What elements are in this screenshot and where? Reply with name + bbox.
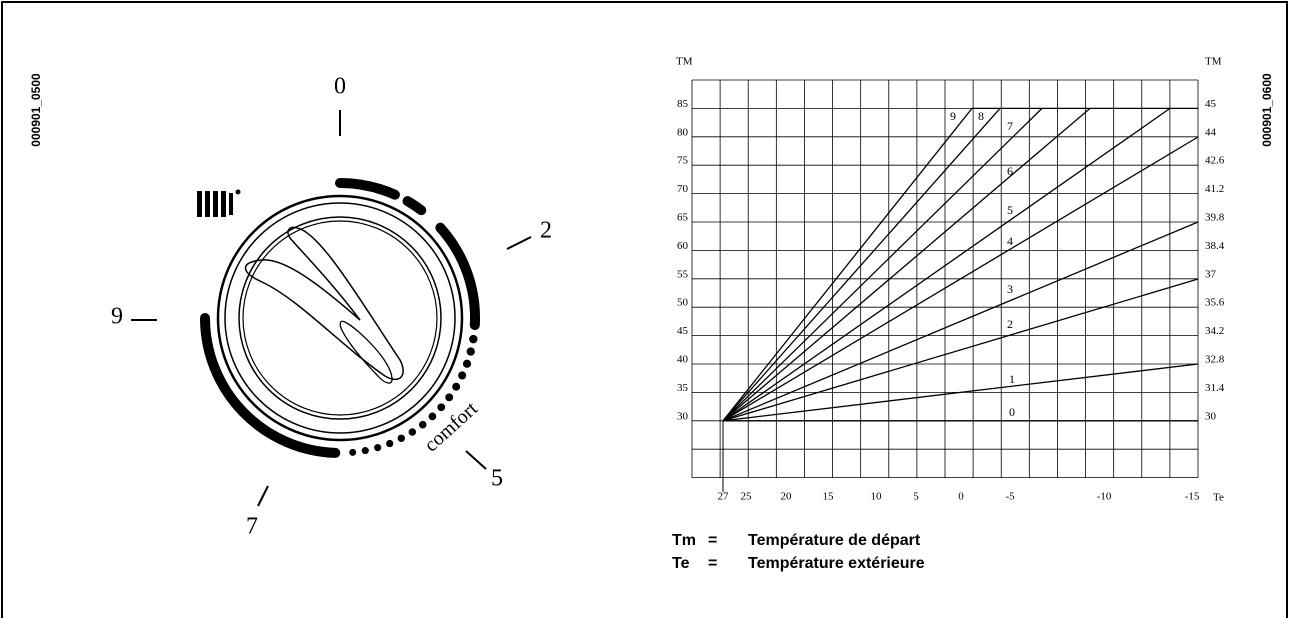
y-tick-label: 50: [677, 297, 689, 309]
dial-dot: [467, 347, 475, 355]
x-tick-label: -10: [1097, 491, 1112, 503]
dial-arc: [440, 228, 475, 325]
dial-arc: [408, 201, 422, 210]
y2-tick-label: 35.6: [1205, 297, 1225, 309]
y2-tick-label: 42.6: [1205, 155, 1225, 167]
x-tick-label: 5: [913, 491, 919, 503]
curve-label: 3: [1007, 282, 1013, 296]
y-tick-label: 80: [677, 126, 689, 138]
dial-dot: [445, 393, 453, 401]
dial-dot: [469, 335, 477, 343]
x-tick-label: 20: [781, 491, 793, 503]
curve-label: 9: [950, 109, 956, 123]
figure-code: 000901_0600: [1260, 73, 1274, 147]
dial-dot: [463, 360, 471, 368]
x-tick-label: -15: [1185, 491, 1200, 503]
x-tick-label: 15: [823, 491, 835, 503]
heating-curve: [723, 222, 1198, 421]
heating-curve: [723, 108, 1042, 420]
y-tick-label: 70: [677, 183, 689, 195]
dial-dot: [362, 447, 369, 454]
heating-curve: [723, 108, 1170, 420]
dial-dot: [458, 371, 466, 379]
x-tick-label: 25: [741, 491, 753, 503]
y2-tick-label: 30: [1205, 410, 1217, 422]
y-tick-label: 60: [677, 240, 689, 252]
y-tick-label: 40: [677, 354, 689, 366]
x-tick-label: 10: [871, 491, 883, 503]
dial-dot: [349, 449, 356, 456]
legend-eq: =: [708, 532, 717, 549]
y2-tick-label: 32.8: [1205, 354, 1225, 366]
dial-arc: [340, 183, 395, 195]
y2-tick-label: 39.8: [1205, 212, 1225, 224]
y-tick-label: 65: [677, 212, 689, 224]
curve-label: 8: [978, 109, 984, 123]
curve-label: 1: [1009, 372, 1015, 386]
comfort-label: comfort: [420, 397, 482, 456]
heating-curve: [723, 279, 1198, 421]
curve-label: 5: [1007, 203, 1013, 217]
dial: [131, 110, 531, 506]
curve-label: 4: [1007, 234, 1013, 248]
dial-label: 7: [246, 514, 258, 540]
curve-label: 6: [1007, 164, 1013, 178]
figure-code: 000901_0500: [29, 73, 43, 147]
heating-curve: [723, 108, 972, 420]
curve-label: 7: [1007, 119, 1013, 133]
dial-label: 0: [334, 74, 346, 100]
dial-label: 2: [540, 218, 552, 244]
y2-tick-label: 44: [1205, 126, 1217, 138]
page: 0123456789TMTM85807570656055504540353045…: [0, 0, 1290, 618]
y2-tick-label: 41.2: [1205, 183, 1224, 195]
legend-symbol: Tm: [672, 532, 696, 549]
dial-dot: [429, 413, 437, 421]
heating-curve: [723, 108, 1090, 420]
x-tick-label: 27: [718, 491, 730, 503]
x-tick-label: -5: [1005, 491, 1015, 503]
legend-symbol: Te: [672, 555, 690, 572]
axis-title: TM: [1205, 56, 1222, 68]
dial-dot: [386, 440, 393, 447]
dial-dot: [452, 383, 460, 391]
legend-eq: =: [708, 555, 717, 572]
legend-text: Température extérieure: [748, 555, 925, 572]
y-tick-label: 85: [677, 98, 689, 110]
y2-tick-label: 38.4: [1205, 240, 1225, 252]
dial-dot: [374, 444, 381, 451]
y2-tick-label: 37: [1205, 268, 1217, 280]
dial-label: 9: [111, 304, 123, 330]
heating-curve: [723, 108, 1000, 420]
dial-dot: [437, 403, 445, 411]
y-tick-label: 75: [677, 155, 689, 167]
y-tick-label: 35: [677, 382, 689, 394]
y2-tick-label: 34.2: [1205, 325, 1224, 337]
dial-label: 5: [491, 466, 503, 492]
curve-label: 2: [1007, 317, 1013, 331]
y2-tick-label: 45: [1205, 98, 1217, 110]
curve-label: 0: [1009, 405, 1015, 419]
y-tick-label: 30: [677, 410, 689, 422]
dial-dot: [398, 435, 405, 442]
axis-title: TM: [676, 56, 693, 68]
y2-tick-label: 31.4: [1205, 382, 1225, 394]
dial-dot: [419, 421, 427, 429]
y-tick-label: 55: [677, 268, 689, 280]
axis-title: Te: [1213, 492, 1224, 504]
legend-text: Température de départ: [748, 532, 921, 549]
y-tick-label: 45: [677, 325, 689, 337]
dial-dot: [409, 428, 417, 436]
x-tick-label: 0: [958, 491, 964, 503]
